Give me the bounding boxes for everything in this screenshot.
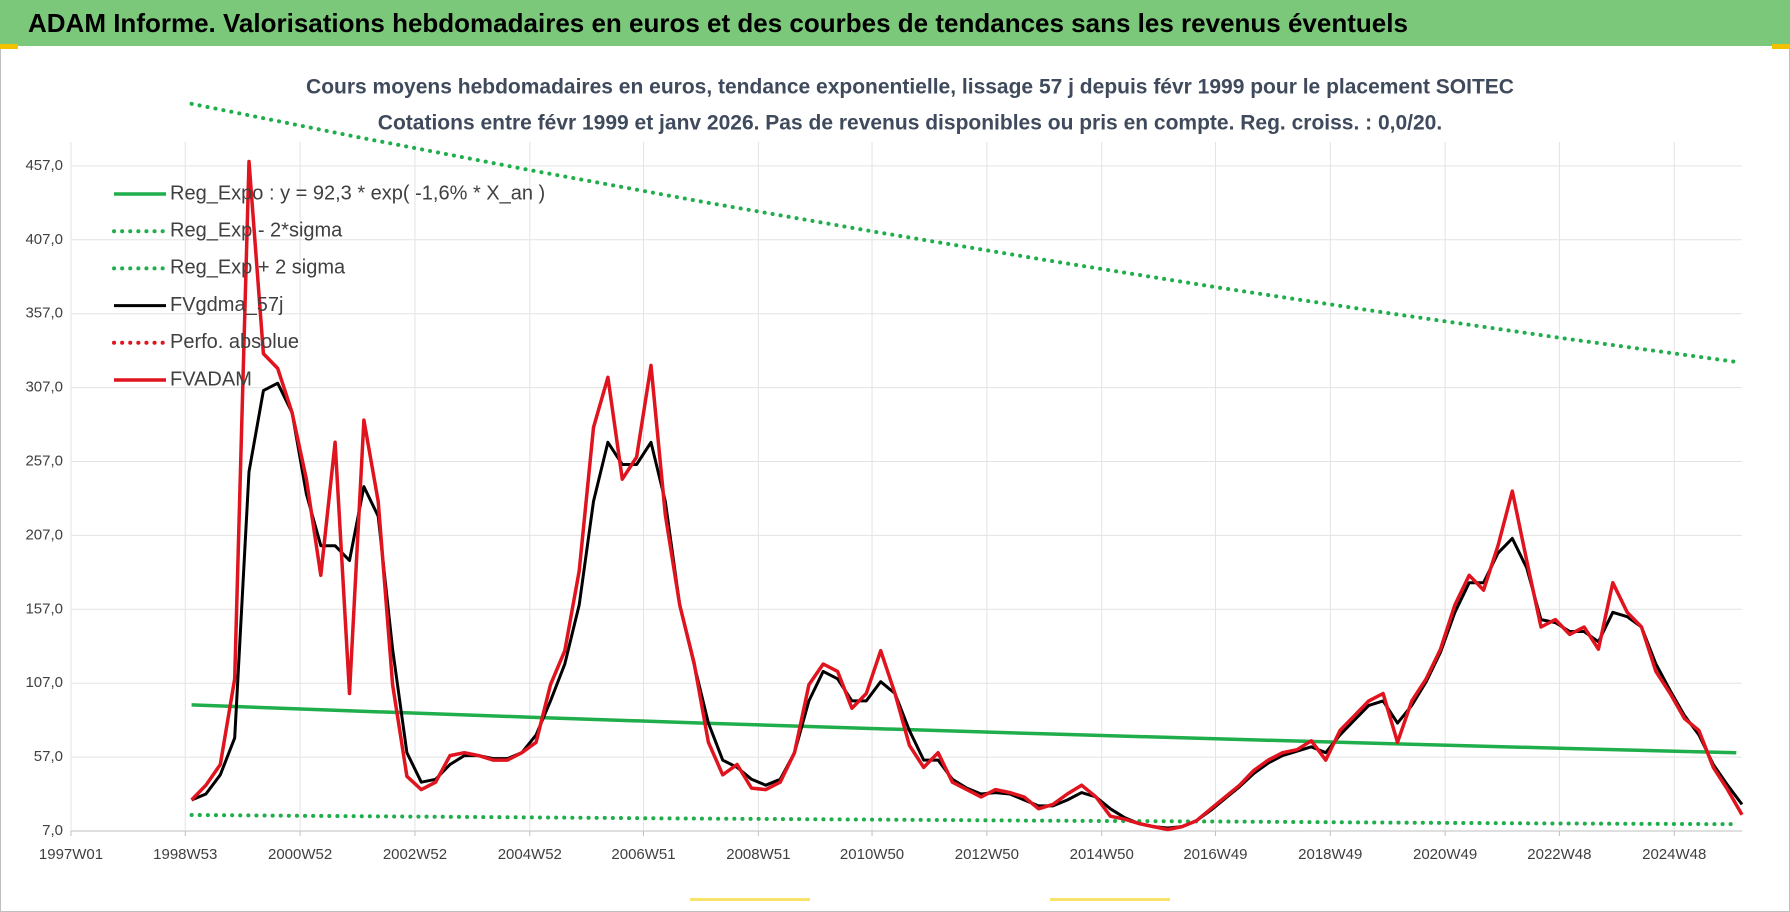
x-tick-label: 2020W49	[1413, 846, 1477, 863]
series-line	[191, 703, 1737, 755]
y-tick-label: 457,0	[25, 157, 63, 174]
chart-title: Cours moyens hebdomadaires en euros, ten…	[306, 76, 1514, 99]
legend-label: Reg_Exp + 2 sigma	[170, 257, 346, 279]
y-tick-label: 157,0	[25, 600, 63, 617]
x-tick-label: 2008W51	[726, 846, 790, 863]
x-tick-label: 2000W52	[268, 846, 332, 863]
legend-label: FVADAM	[170, 368, 252, 390]
legend-label: Reg_Expo : y = 92,3 * exp( -1,6% * X_an …	[170, 182, 545, 204]
series-line	[189, 813, 1739, 827]
x-tick-label: 2018W49	[1298, 846, 1362, 863]
y-tick-label: 7,0	[42, 822, 63, 839]
grid: 7,0 57,0 107,0 157,0 207,0 257,0 307,0 357,0 407…	[25, 142, 1742, 863]
x-tick-label: 1997W01	[39, 846, 103, 863]
plot	[189, 101, 1744, 832]
x-tick-label: 2002W52	[383, 846, 447, 863]
corner-mark	[690, 898, 810, 901]
x-tick-label: 1998W53	[153, 846, 217, 863]
y-tick-label: 257,0	[25, 452, 63, 469]
y-tick-label: 207,0	[25, 526, 63, 543]
x-tick-label: 2012W50	[955, 846, 1019, 863]
series-line	[189, 101, 1739, 364]
legend-label: FVgdma_57j	[170, 294, 283, 316]
series-line	[190, 159, 1744, 832]
chart-subtitle: Cotations entre févr 1999 et janv 2026. …	[378, 112, 1442, 135]
y-tick-label: 357,0	[25, 305, 63, 322]
y-tick-label: 407,0	[25, 231, 63, 248]
page-title: ADAM Informe. Valorisations hebdomadaire…	[28, 8, 1408, 38]
legend-label: Reg_Exp - 2*sigma	[170, 219, 343, 241]
header-bar	[0, 0, 1790, 46]
y-tick-label: 307,0	[25, 379, 63, 396]
corner-mark	[0, 44, 18, 49]
x-tick-label: 2006W51	[611, 846, 675, 863]
legend-label: Perfo. absolue	[170, 331, 299, 353]
x-tick-label: 2010W50	[840, 846, 904, 863]
y-tick-label: 57,0	[34, 748, 63, 765]
x-tick-label: 2014W50	[1070, 846, 1134, 863]
x-tick-label: 2004W52	[498, 846, 562, 863]
x-tick-label: 2016W49	[1183, 846, 1247, 863]
legend: Reg_Expo : y = 92,3 * exp( -1,6% * X_an …	[112, 182, 545, 390]
x-tick-label: 2022W48	[1527, 846, 1591, 863]
corner-mark	[1050, 898, 1170, 901]
corner-mark	[1772, 44, 1790, 49]
x-tick-label: 2024W48	[1642, 846, 1706, 863]
y-tick-label: 107,0	[25, 674, 63, 691]
